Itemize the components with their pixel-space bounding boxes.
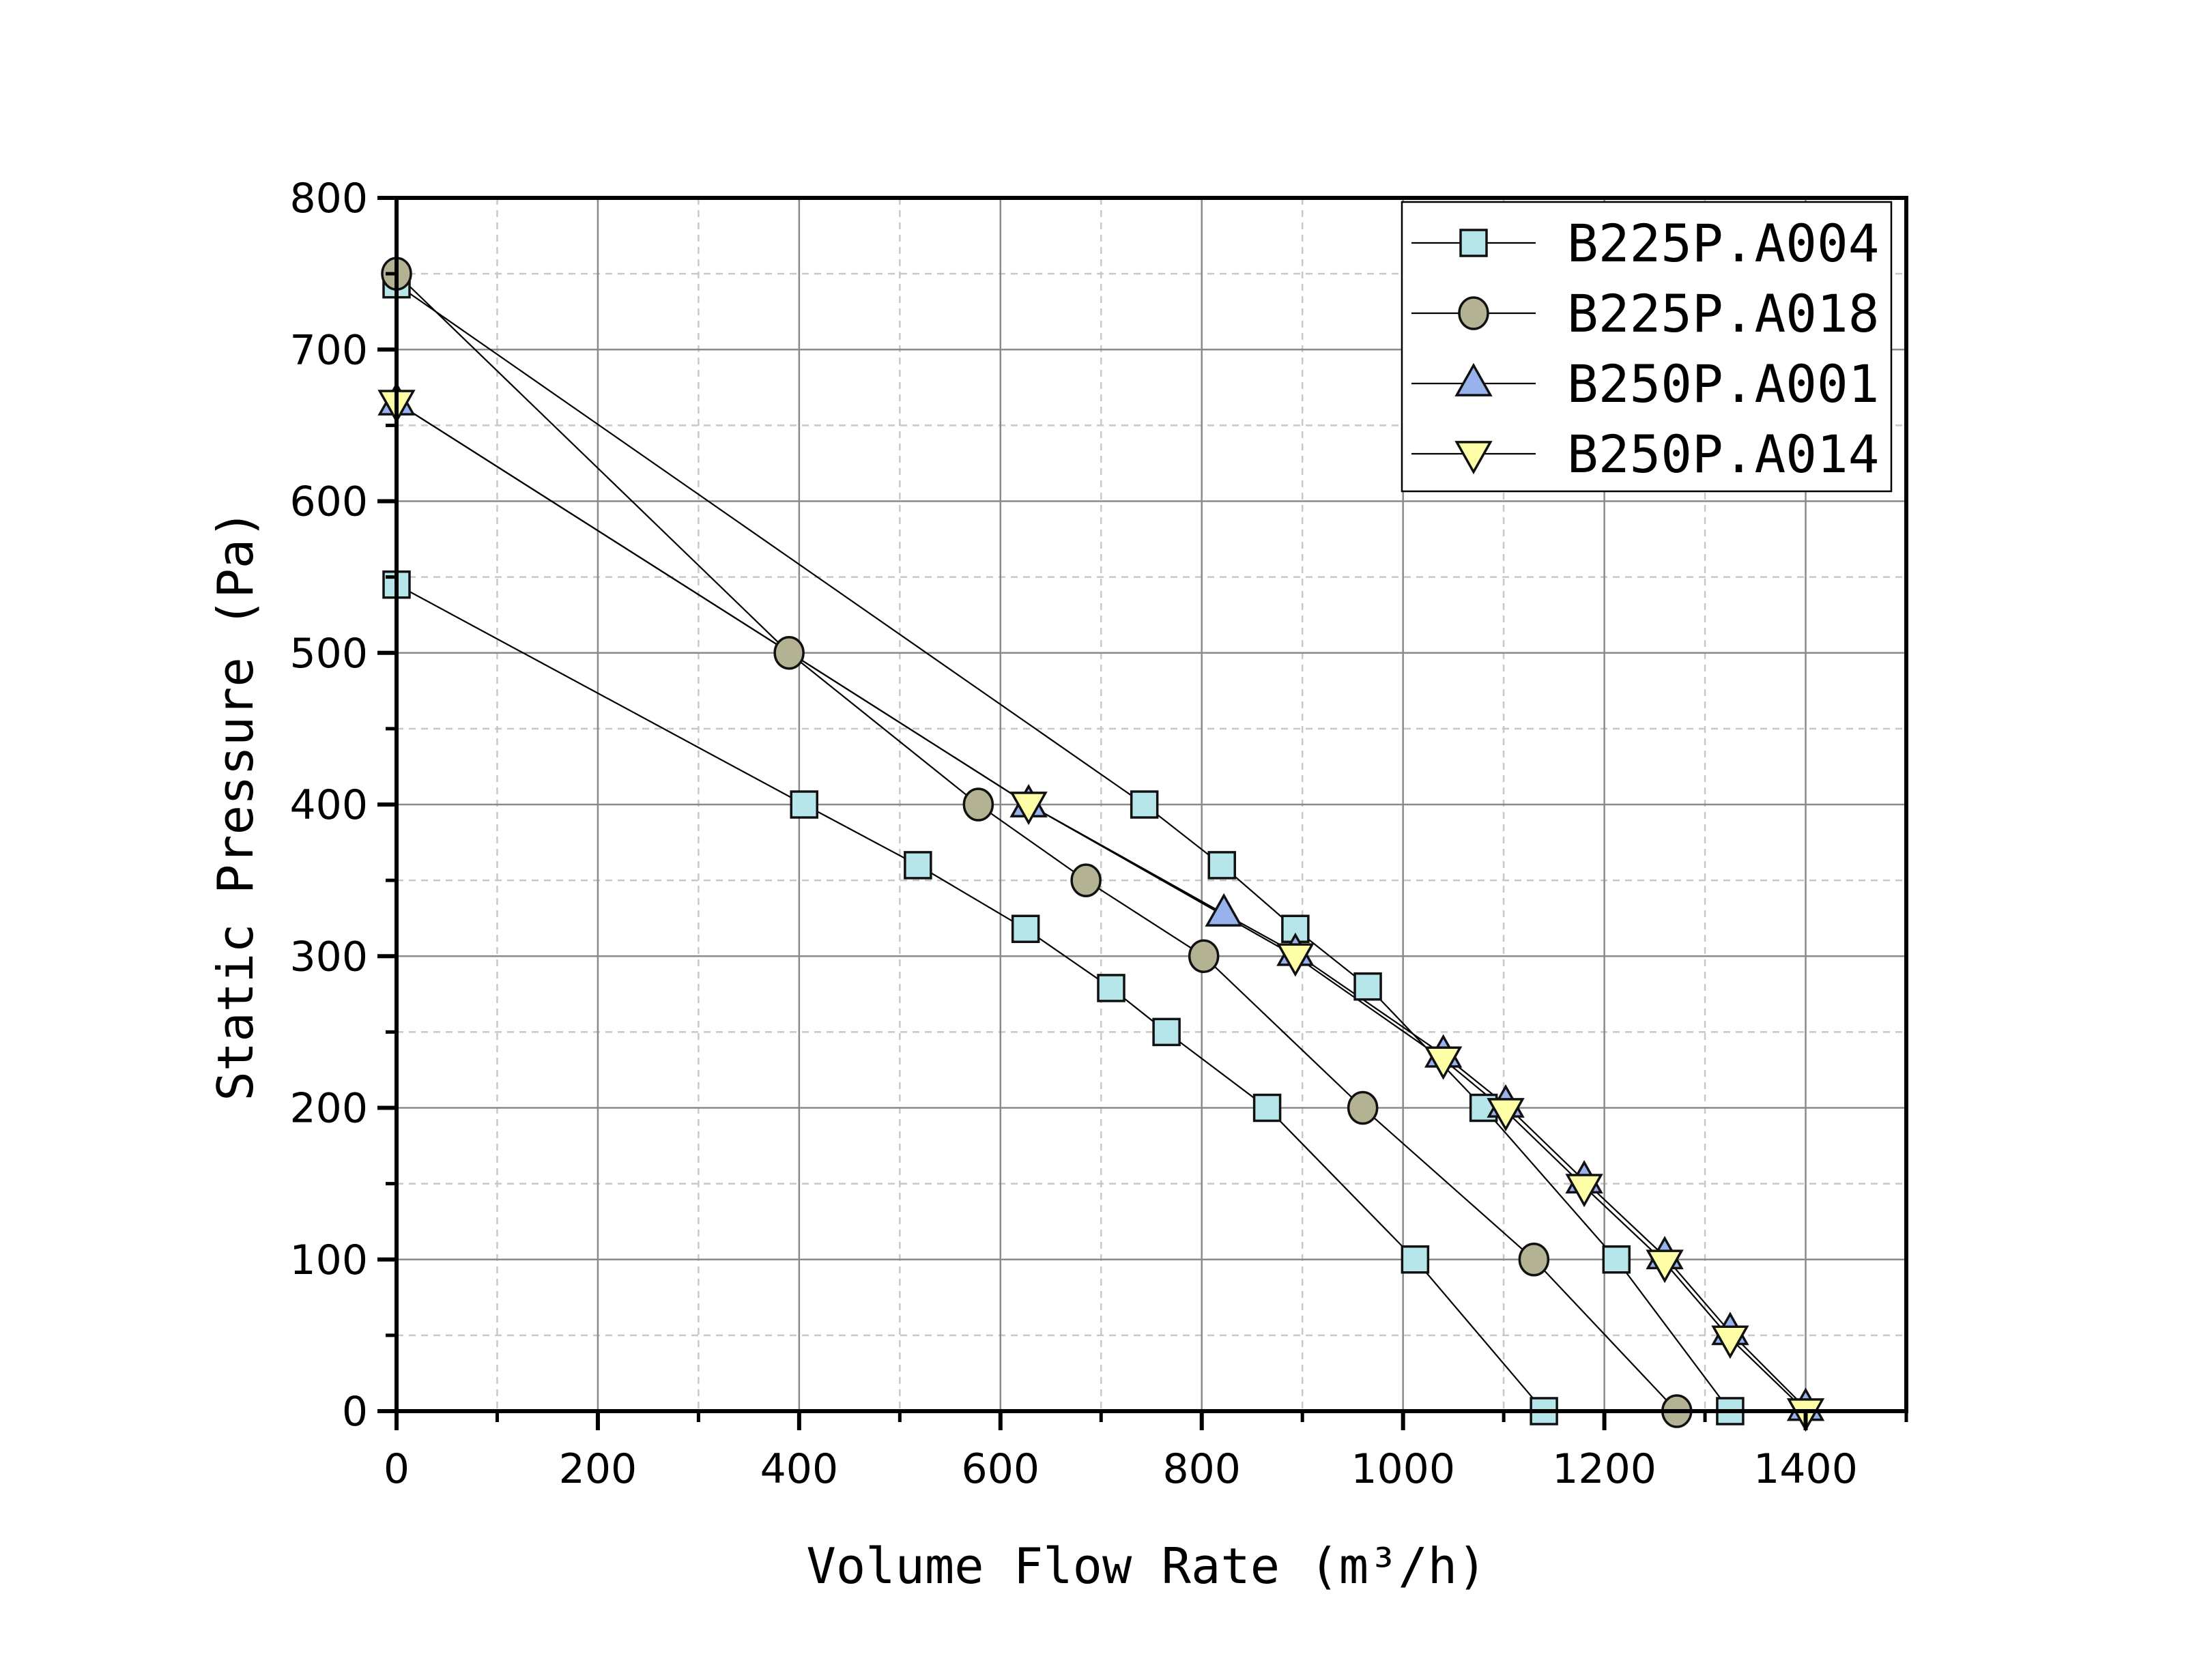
- x-tick-label: 1200: [1552, 1445, 1656, 1493]
- axes: 0 200 400 600 800 1000 1200 1400 0 100 200 300 400 50…: [289, 175, 1908, 1493]
- data-point-square: [1011, 914, 1040, 943]
- data-point-square: [1152, 1017, 1181, 1047]
- data-point-circle: [962, 787, 994, 822]
- data-point-square: [1097, 974, 1125, 1002]
- y-tick-label: 500: [289, 630, 368, 678]
- x-tick-label: 0: [384, 1445, 410, 1493]
- legend-marker-triangle-down: [1454, 441, 1493, 475]
- data-point-circle: [1188, 939, 1220, 973]
- x-tick-label: 200: [559, 1445, 637, 1493]
- y-tick-label: 0: [342, 1388, 368, 1436]
- data-point-triangle-up: [1205, 893, 1243, 927]
- data-point-triangle-down: [1009, 792, 1048, 826]
- data-point-square: [1353, 972, 1382, 1001]
- x-tick-label: 1000: [1351, 1445, 1455, 1493]
- data-point-triangle-down: [1487, 1098, 1525, 1132]
- data-point-square: [790, 790, 818, 819]
- x-tick-label: 600: [962, 1445, 1040, 1493]
- data-point-circle: [1347, 1090, 1379, 1125]
- y-tick-label: 700: [289, 326, 368, 374]
- data-point-square: [1602, 1245, 1631, 1274]
- y-tick-label: 300: [289, 933, 368, 981]
- legend-label: B225P.A004: [1567, 213, 1880, 274]
- legend-marker-circle: [1458, 296, 1489, 330]
- data-point-circle: [1070, 863, 1102, 897]
- data-point-square: [1281, 914, 1310, 943]
- data-point-square: [904, 851, 932, 880]
- data-point-square: [1401, 1245, 1430, 1274]
- legend-label: B250P.A014: [1567, 424, 1880, 484]
- data-point-circle: [1518, 1243, 1550, 1277]
- legend-marker-square: [1459, 229, 1488, 257]
- data-point-triangle-down: [1565, 1174, 1603, 1208]
- x-tick-label: 1400: [1753, 1445, 1858, 1493]
- legend-marker-triangle-up: [1454, 362, 1493, 396]
- y-tick-label: 800: [289, 175, 368, 222]
- x-tick-label: 400: [760, 1445, 839, 1493]
- data-point-square: [1207, 851, 1236, 880]
- y-tick-label: 200: [289, 1085, 368, 1133]
- data-point-triangle-down: [1646, 1249, 1684, 1284]
- legend: B225P.A004 B225P.A018 B250P.A001 B250P.A014: [1401, 201, 1893, 493]
- data-point-square: [1252, 1093, 1282, 1123]
- y-tick-label: 600: [289, 478, 368, 526]
- x-axis-title: Volume Flow Rate (m³/h): [807, 1537, 1487, 1595]
- y-axis-title: Static Pressure (Pa): [207, 510, 264, 1101]
- data-point-triangle-down: [1424, 1046, 1463, 1080]
- y-tick-label: 100: [289, 1236, 368, 1284]
- legend-label: B225P.A018: [1567, 283, 1880, 344]
- series-line-2: [396, 273, 1678, 1412]
- data-point-circle: [773, 636, 805, 670]
- data-point-square: [1130, 790, 1159, 819]
- legend-label: B250P.A001: [1567, 353, 1880, 414]
- x-tick-label: 800: [1162, 1445, 1241, 1493]
- data-point-triangle-down: [1276, 943, 1315, 977]
- y-tick-label: 400: [289, 781, 368, 829]
- series-line-3: [396, 402, 1807, 1409]
- data-point-triangle-down: [1711, 1325, 1749, 1359]
